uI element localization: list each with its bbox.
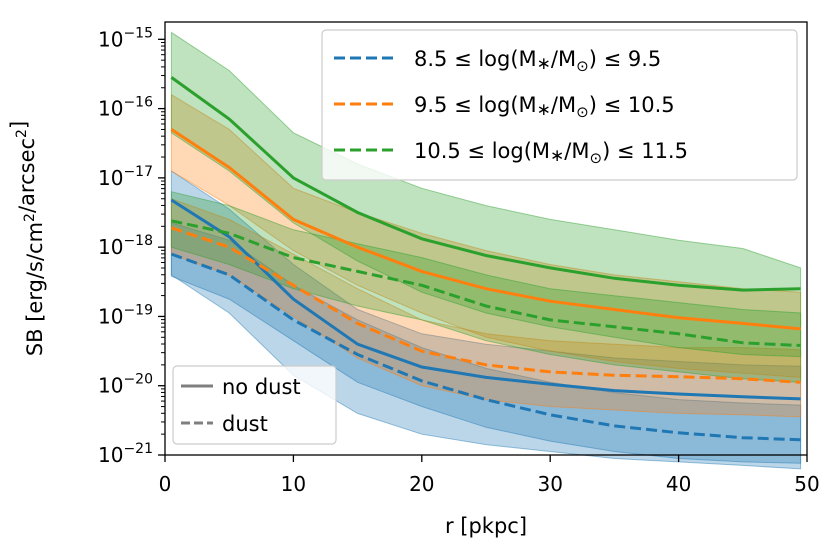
y-tick-label: 10−17: [98, 164, 153, 190]
y-axis-label: SB [erg/s/cm2/arcsec2]: [7, 121, 47, 356]
line-2-dust: [171, 219, 801, 347]
legend-label-1: 9.5 ≤ log(M∗/M⊙) ≤ 10.5: [414, 93, 675, 121]
y-tick-label: 10−21: [98, 441, 153, 467]
mass-legend: 8.5 ≤ log(M∗/M⊙) ≤ 9.5 9.5 ≤ log(M∗/M⊙) ≤…: [321, 29, 798, 181]
line-1-dust: [170, 226, 801, 384]
y-tick-label: 10−19: [98, 302, 153, 328]
y-axis-ticks: 10−21 10−20 10−19 10−18 10−17 10−16 10−15: [98, 25, 165, 467]
legend-label-0: 8.5 ≤ log(M∗/M⊙) ≤ 9.5: [414, 47, 661, 75]
line-0-dust: [170, 252, 801, 442]
style-legend: no dust dust: [172, 365, 337, 445]
line-0-no-dust: [170, 198, 801, 401]
x-axis-label: r [pkpc]: [445, 514, 527, 538]
style-label-1: dust: [222, 412, 268, 436]
legend-label-2: 10.5 ≤ log(M∗/M⊙) ≤ 11.5: [414, 139, 688, 167]
line-2-no-dust: [170, 76, 801, 292]
x-tick-label: 30: [537, 472, 562, 496]
x-tick-label: 50: [794, 472, 819, 496]
plot-frame: [164, 21, 808, 456]
band-1-no-dust_band: [170, 93, 802, 378]
y-tick-label: 10−16: [98, 95, 153, 121]
x-axis-ticks: 0 10 20 30 40 50: [159, 455, 820, 496]
x-tick-label: 10: [281, 472, 306, 496]
line-1-no-dust: [170, 128, 801, 331]
y-tick-label: 10−15: [98, 25, 153, 51]
lines-layer: [170, 76, 801, 442]
y-tick-label: 10−18: [98, 233, 153, 259]
style-legend-box: [172, 365, 337, 445]
band-1-dust-band: [170, 197, 802, 418]
x-tick-label: 20: [409, 472, 434, 496]
x-tick-label: 0: [159, 472, 172, 496]
x-tick-label: 40: [666, 472, 691, 496]
style-label-0: no dust: [222, 375, 301, 399]
legend-box: [321, 29, 798, 181]
y-tick-label: 10−20: [98, 372, 153, 398]
